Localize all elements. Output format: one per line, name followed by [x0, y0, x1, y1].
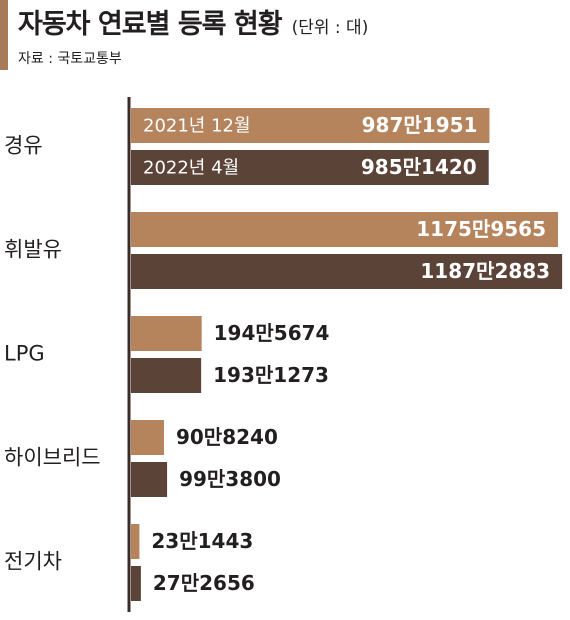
unit-label: (단위 : 대): [291, 18, 369, 38]
chart-header: 자동차 연료별 등록 현황 (단위 : 대): [18, 2, 368, 42]
category-label: 경유: [4, 134, 43, 158]
bar: [131, 212, 558, 247]
bar: [131, 150, 489, 185]
data-label: 99만3800: [179, 467, 281, 491]
bar: [131, 462, 168, 497]
bar: [131, 420, 164, 455]
category-label: 전기차: [4, 550, 62, 574]
category-label: LPG: [4, 342, 45, 366]
bar: [131, 524, 140, 559]
data-label: 987만1951: [362, 113, 478, 137]
legend-label: 2022년 4월: [143, 158, 239, 179]
title-accent-bar: [0, 0, 8, 70]
data-label: 27만2656: [153, 571, 255, 595]
data-label: 193만1273: [213, 363, 329, 387]
source-label: 자료 : 국토교통부: [18, 51, 122, 67]
category-label: 하이브리드: [4, 446, 101, 470]
data-label: 1175만9565: [416, 217, 546, 241]
data-label: 90만8240: [176, 425, 278, 449]
bar: [131, 358, 202, 393]
category-label: 휘발유: [4, 238, 62, 262]
data-label: 194만5674: [214, 321, 330, 345]
bar: [131, 316, 202, 351]
bar: [131, 254, 563, 289]
bar: [131, 566, 141, 601]
data-label: 23만1443: [151, 529, 253, 553]
data-label: 985만1420: [361, 155, 477, 179]
data-label: 1187만2883: [420, 259, 550, 283]
chart-title: 자동차 연료별 등록 현황: [18, 9, 283, 40]
legend-label: 2021년 12월: [143, 116, 251, 137]
bar: [131, 108, 490, 143]
